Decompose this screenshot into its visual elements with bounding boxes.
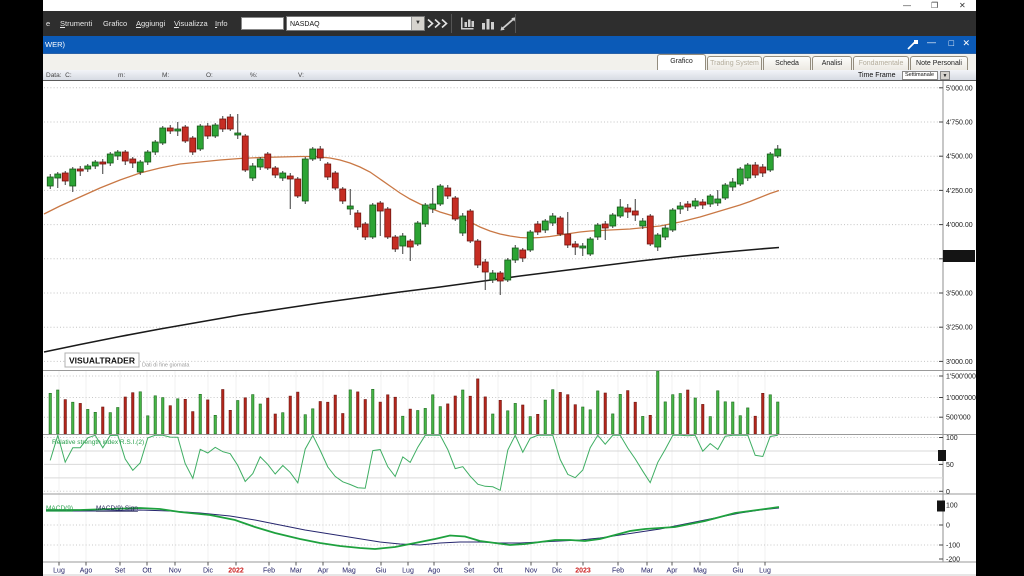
svg-text:Dic: Dic xyxy=(552,568,563,575)
svg-text:Mag: Mag xyxy=(342,568,356,575)
svg-text:2022: 2022 xyxy=(228,568,244,575)
svg-text:4'500.00: 4'500.00 xyxy=(946,154,973,161)
svg-text:Mag: Mag xyxy=(693,568,707,575)
svg-text:100: 100 xyxy=(946,503,958,510)
svg-text:1'000'000: 1'000'000 xyxy=(946,395,976,402)
svg-text:Giu: Giu xyxy=(733,568,744,575)
svg-text:Lug: Lug xyxy=(759,568,771,575)
svg-text:Dati di fine giornata: Dati di fine giornata xyxy=(142,363,190,369)
svg-text:3'250.00: 3'250.00 xyxy=(946,325,973,332)
svg-text:VISUALTRADER: VISUALTRADER xyxy=(69,356,135,366)
svg-text:100: 100 xyxy=(946,435,958,442)
svg-text:Apr: Apr xyxy=(318,568,330,575)
svg-text:Nov: Nov xyxy=(169,568,182,575)
svg-text:2023: 2023 xyxy=(575,568,591,575)
svg-text:5'000.00: 5'000.00 xyxy=(946,85,973,92)
svg-text:Mar: Mar xyxy=(290,568,303,575)
svg-text:Ott: Ott xyxy=(142,568,151,575)
svg-text:Feb: Feb xyxy=(263,568,275,575)
svg-text:Mar: Mar xyxy=(641,568,654,575)
svg-text:-200: -200 xyxy=(946,557,960,564)
svg-text:4'000.00: 4'000.00 xyxy=(946,222,973,229)
svg-text:Set: Set xyxy=(115,568,126,575)
svg-text:Ago: Ago xyxy=(428,568,441,575)
svg-text:Giu: Giu xyxy=(376,568,387,575)
svg-text:-100: -100 xyxy=(946,543,960,550)
svg-text:Lug: Lug xyxy=(53,568,65,575)
svg-text:Set: Set xyxy=(464,568,475,575)
svg-text:MACD(9) Sign: MACD(9) Sign xyxy=(96,505,138,512)
svg-text:4'750.00: 4'750.00 xyxy=(946,120,973,127)
svg-text:Ago: Ago xyxy=(80,568,93,575)
svg-text:0: 0 xyxy=(946,523,950,530)
svg-text:Apr: Apr xyxy=(667,568,679,575)
svg-text:Ott: Ott xyxy=(493,568,502,575)
svg-text:MACD(9): MACD(9) xyxy=(46,505,73,512)
svg-text:Feb: Feb xyxy=(612,568,624,575)
svg-text:3'000.00: 3'000.00 xyxy=(946,359,973,366)
svg-text:3'500.00: 3'500.00 xyxy=(946,291,973,298)
svg-text:Dic: Dic xyxy=(203,568,214,575)
svg-text:Relative strength index R.S.I.: Relative strength index R.S.I.(2) xyxy=(52,439,144,446)
svg-text:500'000: 500'000 xyxy=(946,415,971,422)
svg-text:4'250.00: 4'250.00 xyxy=(946,188,973,195)
svg-text:50: 50 xyxy=(946,462,954,469)
svg-text:Lug: Lug xyxy=(402,568,414,575)
svg-text:Nov: Nov xyxy=(525,568,538,575)
svg-text:1'500'000: 1'500'000 xyxy=(946,374,976,381)
svg-text:0: 0 xyxy=(946,489,950,496)
